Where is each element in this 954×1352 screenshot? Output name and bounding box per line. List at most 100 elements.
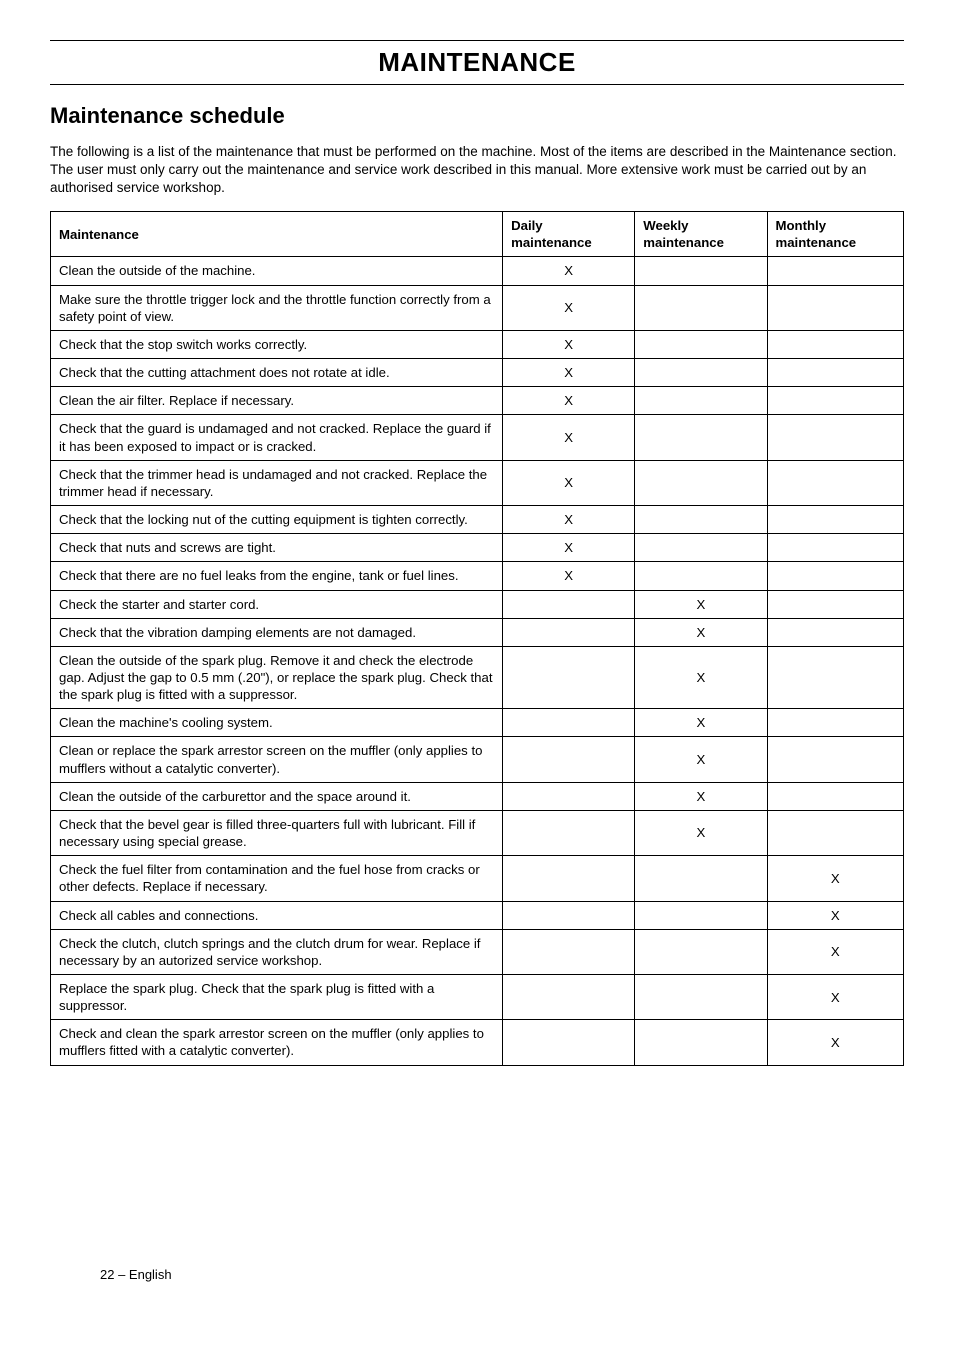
cell-description: Clean the machine's cooling system. [51, 709, 503, 737]
table-row: Check that the vibration damping element… [51, 618, 904, 646]
cell-description: Clean the outside of the carburettor and… [51, 782, 503, 810]
cell-monthly [767, 387, 904, 415]
cell-weekly [635, 257, 767, 285]
cell-weekly [635, 506, 767, 534]
cell-weekly: X [635, 590, 767, 618]
intro-paragraph: The following is a list of the maintenan… [50, 143, 904, 198]
cell-monthly [767, 709, 904, 737]
table-row: Clean the outside of the machine.X [51, 257, 904, 285]
cell-weekly [635, 1020, 767, 1065]
cell-weekly [635, 975, 767, 1020]
cell-description: Check all cables and connections. [51, 901, 503, 929]
cell-monthly: X [767, 929, 904, 974]
cell-description: Check that the cutting attachment does n… [51, 359, 503, 387]
table-row: Clean the outside of the spark plug. Rem… [51, 646, 904, 708]
page-footer: 22 – English [100, 1267, 172, 1282]
cell-monthly [767, 257, 904, 285]
cell-weekly: X [635, 782, 767, 810]
cell-weekly [635, 534, 767, 562]
cell-daily: X [503, 257, 635, 285]
cell-weekly: X [635, 709, 767, 737]
cell-description: Clean or replace the spark arrestor scre… [51, 737, 503, 782]
cell-daily: X [503, 534, 635, 562]
cell-daily [503, 737, 635, 782]
cell-daily [503, 929, 635, 974]
main-title: MAINTENANCE [50, 47, 904, 78]
cell-weekly [635, 929, 767, 974]
cell-monthly [767, 562, 904, 590]
cell-weekly: X [635, 646, 767, 708]
cell-description: Check the clutch, clutch springs and the… [51, 929, 503, 974]
cell-monthly [767, 285, 904, 330]
cell-monthly [767, 534, 904, 562]
cell-description: Check that the trimmer head is undamaged… [51, 460, 503, 505]
cell-weekly [635, 387, 767, 415]
cell-monthly [767, 415, 904, 460]
cell-monthly [767, 460, 904, 505]
table-row: Replace the spark plug. Check that the s… [51, 975, 904, 1020]
cell-description: Check that the stop switch works correct… [51, 330, 503, 358]
cell-daily: X [503, 387, 635, 415]
table-row: Check that the bevel gear is filled thre… [51, 810, 904, 855]
cell-daily [503, 901, 635, 929]
cell-monthly [767, 737, 904, 782]
cell-description: Check that the guard is undamaged and no… [51, 415, 503, 460]
cell-daily [503, 782, 635, 810]
section-title: Maintenance schedule [50, 103, 904, 129]
maintenance-table: Maintenance Daily maintenance Weekly mai… [50, 211, 904, 1065]
cell-monthly: X [767, 1020, 904, 1065]
cell-weekly: X [635, 810, 767, 855]
table-row: Check all cables and connections. X [51, 901, 904, 929]
cell-weekly [635, 460, 767, 505]
cell-daily: X [503, 506, 635, 534]
cell-daily [503, 618, 635, 646]
cell-daily: X [503, 330, 635, 358]
cell-monthly [767, 359, 904, 387]
table-row: Clean or replace the spark arrestor scre… [51, 737, 904, 782]
th-monthly: Monthly maintenance [767, 212, 904, 257]
cell-monthly [767, 618, 904, 646]
cell-description: Check that the locking nut of the cuttin… [51, 506, 503, 534]
cell-daily [503, 1020, 635, 1065]
table-row: Clean the machine's cooling system. X [51, 709, 904, 737]
th-weekly: Weekly maintenance [635, 212, 767, 257]
cell-monthly [767, 506, 904, 534]
cell-daily: X [503, 415, 635, 460]
cell-monthly [767, 782, 904, 810]
table-row: Check that the stop switch works correct… [51, 330, 904, 358]
cell-monthly: X [767, 901, 904, 929]
table-row: Check and clean the spark arrestor scree… [51, 1020, 904, 1065]
th-maintenance: Maintenance [51, 212, 503, 257]
cell-description: Check that nuts and screws are tight. [51, 534, 503, 562]
cell-daily [503, 810, 635, 855]
table-row: Check that nuts and screws are tight.X [51, 534, 904, 562]
cell-weekly [635, 901, 767, 929]
table-header-row: Maintenance Daily maintenance Weekly mai… [51, 212, 904, 257]
cell-monthly [767, 810, 904, 855]
cell-description: Check that the bevel gear is filled thre… [51, 810, 503, 855]
cell-daily: X [503, 460, 635, 505]
cell-description: Check that there are no fuel leaks from … [51, 562, 503, 590]
cell-weekly: X [635, 618, 767, 646]
table-row: Clean the air filter. Replace if necessa… [51, 387, 904, 415]
th-daily: Daily maintenance [503, 212, 635, 257]
table-row: Check that the trimmer head is undamaged… [51, 460, 904, 505]
table-row: Check that the cutting attachment does n… [51, 359, 904, 387]
table-row: Check that the guard is undamaged and no… [51, 415, 904, 460]
cell-daily [503, 975, 635, 1020]
cell-monthly [767, 330, 904, 358]
table-row: Clean the outside of the carburettor and… [51, 782, 904, 810]
cell-monthly: X [767, 856, 904, 901]
cell-weekly [635, 415, 767, 460]
cell-description: Clean the outside of the spark plug. Rem… [51, 646, 503, 708]
cell-description: Clean the outside of the machine. [51, 257, 503, 285]
cell-weekly: X [635, 737, 767, 782]
cell-description: Check the starter and starter cord. [51, 590, 503, 618]
table-row: Check that there are no fuel leaks from … [51, 562, 904, 590]
cell-daily [503, 856, 635, 901]
cell-description: Check the fuel filter from contamination… [51, 856, 503, 901]
cell-description: Clean the air filter. Replace if necessa… [51, 387, 503, 415]
cell-daily [503, 590, 635, 618]
cell-description: Replace the spark plug. Check that the s… [51, 975, 503, 1020]
cell-weekly [635, 856, 767, 901]
